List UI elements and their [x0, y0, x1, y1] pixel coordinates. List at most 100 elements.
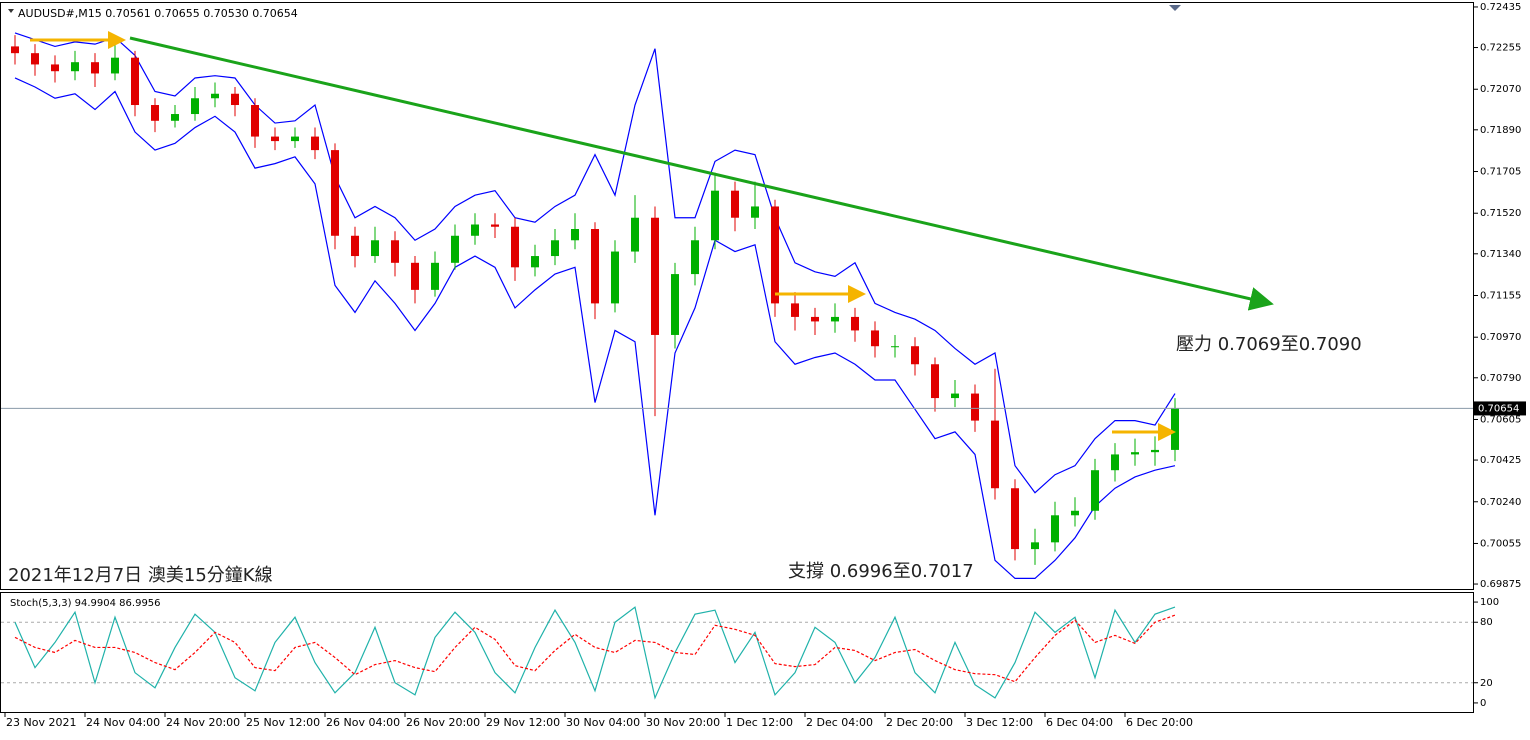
candle-body [831, 316, 839, 322]
y-tick-label: 0.71340 [1480, 249, 1521, 260]
candle-body [91, 62, 99, 74]
candle-body [371, 240, 379, 257]
stoch-title: Stoch(5,3,3) 94.9904 86.9956 [10, 598, 161, 609]
candle-body [611, 251, 619, 304]
candle-body [651, 217, 659, 335]
candle-body [251, 105, 259, 137]
candle-body [851, 316, 859, 331]
y-tick-label: 0.70055 [1480, 538, 1521, 549]
candle-body [191, 98, 199, 115]
candle-body [871, 330, 879, 347]
candle-body [451, 235, 459, 263]
candle-body [431, 262, 439, 290]
candle-body [571, 229, 579, 241]
x-tick-label: 24 Nov 20:00 [166, 716, 240, 729]
candle-body [731, 190, 739, 218]
main-frame [0, 2, 1474, 590]
x-tick-label: 23 Nov 2021 [6, 716, 76, 729]
candle-body [1031, 542, 1039, 550]
candle-body [1051, 515, 1059, 543]
x-tick-label: 26 Nov 20:00 [406, 716, 480, 729]
candle-body [71, 62, 79, 72]
x-tick-label: 24 Nov 04:00 [86, 716, 160, 729]
y-tick-label: 0.71705 [1480, 167, 1521, 178]
candle-body [31, 53, 39, 65]
candle-body [51, 64, 59, 72]
trend-line [129, 36, 1274, 311]
y-tick-label: 0.71890 [1480, 125, 1521, 136]
candle-body [171, 114, 179, 121]
candle-body [971, 393, 979, 421]
stoch-frame [0, 592, 1474, 713]
last-price-label: 0.70654 [1478, 403, 1519, 414]
y-tick-label: 20 [1480, 678, 1493, 689]
x-tick-label: 26 Nov 04:00 [326, 716, 400, 729]
y-tick-label: 0.71520 [1480, 208, 1521, 219]
y-tick-label: 80 [1480, 617, 1493, 628]
candle-body [751, 206, 759, 218]
candle-body [391, 240, 399, 263]
y-tick-label: 0.72255 [1480, 43, 1521, 54]
candle-body [671, 274, 679, 335]
candle-body [711, 190, 719, 241]
last-price-box [1474, 401, 1526, 416]
shift-marker [1169, 5, 1181, 11]
candle-body [551, 240, 559, 257]
candle-body [491, 224, 499, 227]
annotation: 支撐 0.6996至0.7017 [788, 561, 974, 582]
candle-body [131, 57, 139, 106]
candle-body [291, 136, 299, 142]
candle-body [1131, 452, 1139, 455]
band-line [14, 32, 1176, 494]
candle-body [471, 224, 479, 236]
candle-body [211, 93, 219, 99]
candle-body [271, 136, 279, 142]
menu-icon [8, 9, 14, 13]
candle-body [151, 105, 159, 121]
y-tick-label: 0.72435 [1480, 2, 1521, 13]
stoch-line [14, 614, 1176, 683]
candle-body [531, 256, 539, 268]
candle-body [771, 206, 779, 304]
y-tick-label: 100 [1480, 597, 1499, 608]
stoch-line [14, 606, 1176, 700]
x-tick-label: 2 Dec 04:00 [806, 716, 873, 729]
candle-body [1171, 408, 1179, 450]
candle-body [351, 235, 359, 257]
candle-body [811, 316, 819, 322]
x-tick-label: 30 Nov 04:00 [566, 716, 640, 729]
candle-body [11, 46, 19, 54]
x-tick-label: 6 Dec 04:00 [1046, 716, 1113, 729]
chart-title: AUDUSD#,M15 0.70561 0.70655 0.70530 0.70… [18, 7, 298, 20]
x-tick-label: 6 Dec 20:00 [1126, 716, 1193, 729]
x-tick-label: 3 Dec 12:00 [966, 716, 1033, 729]
candle-body [951, 393, 959, 399]
y-tick-label: 0 [1480, 698, 1486, 709]
y-tick-label: 0.70970 [1480, 332, 1521, 343]
candle-body [111, 57, 119, 74]
band-line [14, 77, 1176, 580]
y-tick-label: 0.70240 [1480, 497, 1521, 508]
x-tick-label: 2 Dec 20:00 [886, 716, 953, 729]
x-tick-label: 25 Nov 12:00 [246, 716, 320, 729]
candle-body [1011, 488, 1019, 550]
x-tick-label: 30 Nov 20:00 [646, 716, 720, 729]
y-tick-label: 0.70790 [1480, 373, 1521, 384]
candle-body [691, 240, 699, 275]
x-tick-label: 29 Nov 12:00 [486, 716, 560, 729]
candle-body [231, 93, 239, 106]
y-tick-label: 0.72070 [1480, 84, 1521, 95]
candle-body [931, 364, 939, 399]
annotation: 壓力 0.7069至0.7090 [1176, 334, 1362, 355]
candle-body [411, 262, 419, 290]
candle-body [991, 420, 999, 489]
x-tick-label: 1 Dec 12:00 [726, 716, 793, 729]
y-tick-label: 0.70605 [1480, 414, 1521, 425]
y-tick-label: 0.70425 [1480, 455, 1521, 466]
candle-body [911, 346, 919, 365]
candle-body [1111, 454, 1119, 471]
candle-body [1071, 510, 1079, 516]
plot: 0.72435 0.72255 0.72070 0.71890 0.71705 0.715… [1, 2, 1526, 729]
